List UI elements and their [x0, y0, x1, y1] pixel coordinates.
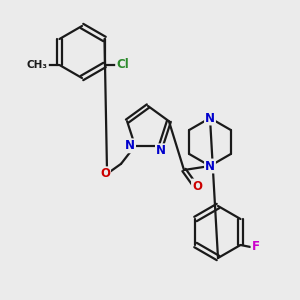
- Text: N: N: [205, 160, 215, 172]
- Text: O: O: [192, 179, 202, 193]
- Text: O: O: [100, 167, 110, 180]
- Text: N: N: [205, 112, 215, 124]
- Text: N: N: [156, 144, 166, 157]
- Text: N: N: [125, 139, 135, 152]
- Text: Cl: Cl: [116, 58, 129, 71]
- Text: CH₃: CH₃: [27, 60, 48, 70]
- Text: F: F: [251, 241, 260, 254]
